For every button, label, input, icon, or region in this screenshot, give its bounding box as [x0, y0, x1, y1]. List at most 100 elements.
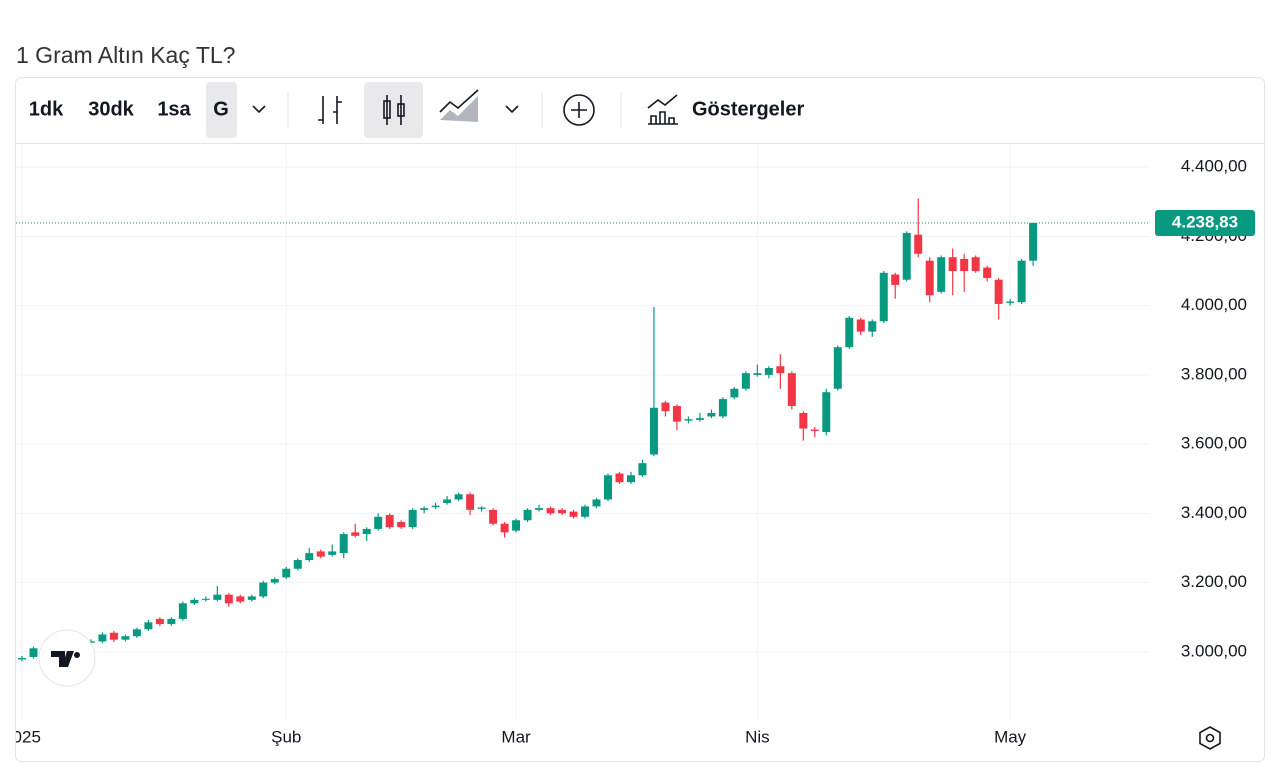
candle-body: [236, 596, 245, 602]
candle-body: [695, 418, 704, 420]
interval-button[interactable]: 30dk: [88, 98, 134, 120]
tv-logo: [38, 629, 96, 687]
bars-icon[interactable]: [318, 96, 342, 124]
candle-body: [971, 257, 980, 272]
candle-body: [121, 636, 130, 640]
candle-body: [833, 347, 842, 389]
candle-body: [18, 658, 26, 660]
candle-body: [1029, 223, 1038, 261]
x-tick-label: Şub: [271, 727, 301, 746]
candle-body: [270, 579, 279, 583]
candle-body: [259, 582, 268, 597]
candle-body: [328, 551, 337, 555]
y-tick-label: 4.400,00: [1181, 157, 1247, 176]
candle-body: [730, 388, 739, 398]
candles-selected-bg: [364, 82, 423, 138]
y-tick-label: 3.800,00: [1181, 364, 1247, 383]
y-tick-label: 3.000,00: [1181, 641, 1247, 660]
candle-body: [178, 603, 187, 619]
x-tick-label: 2025: [3, 727, 41, 746]
interval-selected-bg: [206, 82, 237, 138]
candle-body: [569, 511, 578, 517]
candle-body: [512, 520, 521, 531]
candle-body: [914, 234, 923, 254]
candle-body: [787, 373, 796, 407]
candle-body: [902, 232, 911, 280]
candle-body: [351, 532, 360, 536]
indicators-button[interactable]: Göstergeler: [692, 98, 804, 120]
candle-body: [1017, 260, 1026, 303]
area-icon[interactable]: [439, 89, 479, 122]
candle-body: [144, 622, 153, 630]
candle-body: [293, 560, 302, 569]
candle-body: [190, 599, 199, 604]
candle-body: [523, 509, 532, 521]
chart-type-dropdown[interactable]: [505, 105, 519, 114]
candle-body: [707, 412, 716, 417]
interval-button[interactable]: G: [213, 98, 229, 120]
compare-button[interactable]: [563, 94, 595, 126]
candle-body: [764, 367, 773, 375]
settings-button[interactable]: [1199, 726, 1221, 750]
y-tick-label: 3.400,00: [1181, 503, 1247, 522]
candle-body: [615, 473, 624, 483]
candle-body: [339, 534, 348, 554]
settings-dot: [1205, 733, 1215, 743]
page-title: 1 Gram Altın Kaç TL?: [16, 42, 235, 68]
candle-body: [753, 373, 762, 375]
candle-body: [1006, 301, 1015, 303]
candle-body: [718, 399, 727, 417]
x-tick-label: Mar: [501, 727, 531, 746]
candle-body: [167, 618, 176, 625]
candle-body: [109, 632, 118, 640]
candle-body: [454, 494, 463, 500]
candle-body: [466, 494, 475, 510]
candle-body: [86, 641, 95, 643]
candle-body: [638, 463, 647, 476]
candle-body: [477, 507, 486, 509]
candle-body: [431, 505, 440, 508]
candle-body: [224, 594, 233, 604]
candle-body: [776, 366, 785, 374]
candle-body: [558, 509, 567, 514]
candles-icon[interactable]: [383, 95, 405, 125]
candle-body: [213, 594, 222, 600]
candle-body: [362, 528, 371, 535]
candle-body: [983, 267, 992, 278]
last-price-label: 4.238,83: [1172, 212, 1238, 231]
plot: [16, 198, 1150, 662]
candle-body: [316, 551, 325, 557]
candle-body: [535, 508, 544, 510]
axes: 3.000,00 3.200,00 3.400,00 3.600,00 3.800,00…: [1155, 157, 1255, 660]
candle-body: [282, 568, 291, 578]
interval-button[interactable]: 1sa: [157, 98, 191, 120]
candle-body: [98, 634, 107, 642]
interval-dropdown[interactable]: [252, 105, 266, 114]
candle-body: [420, 508, 429, 510]
candle-body: [925, 260, 934, 296]
candle-body: [546, 508, 555, 514]
candle-body: [408, 509, 417, 528]
interval-button[interactable]: 1dk: [29, 98, 64, 120]
candle-body: [581, 506, 590, 517]
indicators-icon[interactable]: [647, 94, 678, 125]
y-tick-label: 4.000,00: [1181, 295, 1247, 314]
candle-body: [603, 475, 612, 500]
candle-body: [443, 499, 452, 503]
candle-body: [201, 598, 210, 600]
candle-body: [684, 419, 693, 421]
candle-body: [500, 523, 509, 533]
candle-body: [948, 257, 957, 272]
time-axis: 2025 Şub Mar Nis May: [3, 727, 1027, 746]
widget-frame: [15, 77, 1265, 762]
candle-body: [385, 515, 394, 528]
candle-body: [397, 521, 406, 528]
x-tick-label: Nis: [745, 727, 770, 746]
candle-body: [960, 258, 969, 272]
candle-body: [155, 618, 164, 625]
candle-body: [626, 475, 635, 483]
candle-body: [845, 317, 854, 348]
candle-body: [489, 509, 498, 524]
